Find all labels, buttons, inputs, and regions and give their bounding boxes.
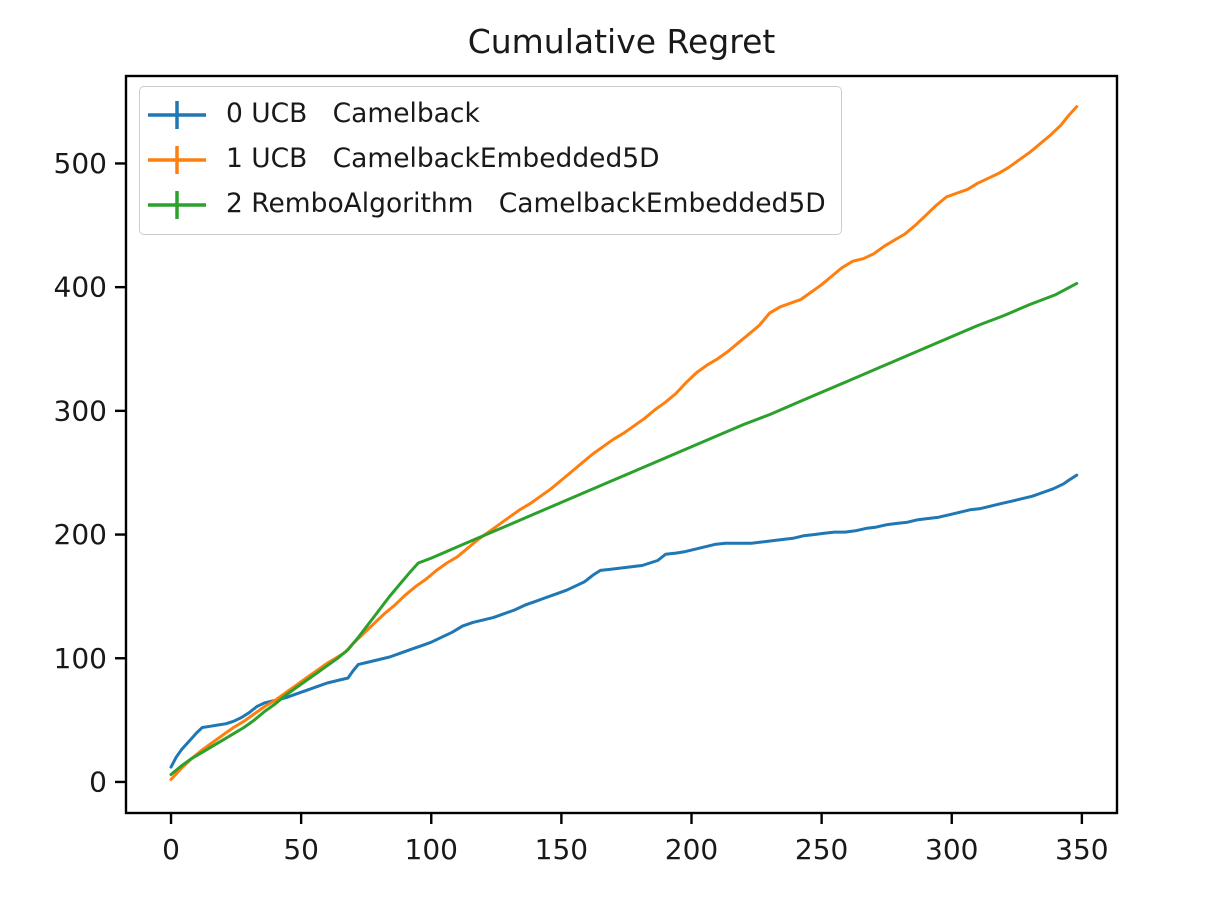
y-tick-label: 200 <box>54 518 107 551</box>
x-tick-label: 150 <box>535 833 588 866</box>
x-tick-label: 350 <box>1055 833 1108 866</box>
x-tick-label: 0 <box>162 833 180 866</box>
errorbar-marker-icon <box>148 100 206 129</box>
legend: 0 UCB Camelback 1 UCB CamelbackEmbedded5… <box>139 86 842 235</box>
legend-label: 0 UCB Camelback <box>226 98 480 130</box>
series-line-1 <box>169 105 1079 781</box>
y-tick-label: 0 <box>89 765 107 798</box>
y-tick-label: 100 <box>54 642 107 675</box>
x-tick-label: 50 <box>283 833 319 866</box>
legend-label: 1 UCB CamelbackEmbedded5D <box>226 143 660 175</box>
x-tick-label: 100 <box>405 833 458 866</box>
legend-item: 0 UCB Camelback <box>147 92 826 137</box>
series-line-0 <box>169 473 1079 769</box>
legend-label: 2 RemboAlgorithm CamelbackEmbedded5D <box>226 188 826 220</box>
chart-title: Cumulative Regret <box>467 22 776 61</box>
y-tick-label: 400 <box>54 271 107 304</box>
errorbar-marker-icon <box>148 145 206 174</box>
y-tick-label: 300 <box>54 394 107 427</box>
errorbar-marker-icon <box>148 190 206 219</box>
y-tick-label: 500 <box>54 147 107 180</box>
x-tick-label: 300 <box>925 833 978 866</box>
axes-frame <box>124 74 1119 815</box>
x-tick-label: 200 <box>665 833 718 866</box>
legend-item: 2 RemboAlgorithm CamelbackEmbedded5D <box>147 182 826 227</box>
legend-item: 1 UCB CamelbackEmbedded5D <box>147 137 826 182</box>
series-line-2 <box>169 281 1079 776</box>
x-tick-label: 250 <box>795 833 848 866</box>
